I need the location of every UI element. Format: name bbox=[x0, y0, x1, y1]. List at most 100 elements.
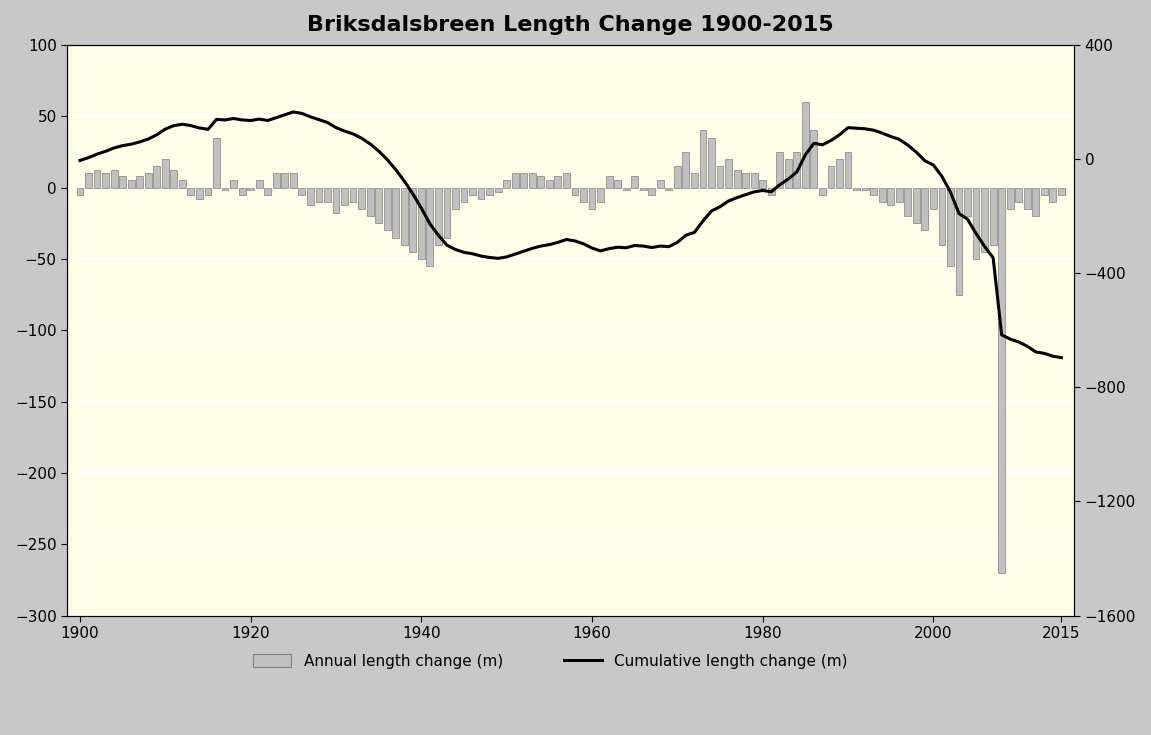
Bar bbox=[495, 187, 502, 192]
Bar bbox=[605, 176, 612, 187]
Bar bbox=[486, 187, 493, 195]
Bar bbox=[750, 173, 757, 187]
Bar bbox=[836, 159, 843, 187]
Bar bbox=[93, 171, 100, 187]
Bar bbox=[708, 137, 715, 187]
Bar bbox=[862, 187, 869, 190]
Bar bbox=[273, 173, 280, 187]
Bar bbox=[145, 173, 152, 187]
Bar bbox=[810, 131, 817, 187]
Bar bbox=[725, 159, 732, 187]
Bar bbox=[1024, 187, 1030, 209]
Bar bbox=[196, 187, 203, 199]
Bar bbox=[375, 187, 382, 223]
Bar bbox=[913, 187, 920, 223]
Bar bbox=[905, 187, 912, 216]
Bar bbox=[358, 187, 365, 209]
Bar bbox=[665, 187, 672, 190]
Bar bbox=[1050, 187, 1057, 202]
Bar bbox=[410, 187, 417, 252]
Bar bbox=[965, 187, 971, 216]
Bar bbox=[162, 159, 169, 187]
Bar bbox=[733, 171, 740, 187]
Bar bbox=[392, 187, 399, 237]
Legend: Annual length change (m), Cumulative length change (m): Annual length change (m), Cumulative len… bbox=[245, 646, 855, 676]
Bar bbox=[580, 187, 587, 202]
Bar bbox=[691, 173, 698, 187]
Bar bbox=[367, 187, 374, 216]
Bar bbox=[120, 176, 127, 187]
Bar bbox=[418, 187, 425, 259]
Bar bbox=[828, 166, 834, 187]
Bar bbox=[683, 152, 689, 187]
Bar bbox=[615, 180, 622, 187]
Bar bbox=[128, 180, 135, 187]
Bar bbox=[85, 173, 92, 187]
Bar bbox=[631, 176, 638, 187]
Bar bbox=[265, 187, 272, 195]
Bar bbox=[955, 187, 962, 295]
Bar bbox=[640, 187, 647, 190]
Bar bbox=[870, 187, 877, 195]
Bar bbox=[947, 187, 954, 266]
Bar bbox=[878, 187, 885, 202]
Bar bbox=[1058, 187, 1065, 195]
Bar bbox=[281, 173, 288, 187]
Bar bbox=[512, 173, 519, 187]
Bar bbox=[1015, 187, 1022, 202]
Bar bbox=[785, 159, 792, 187]
Bar bbox=[110, 171, 117, 187]
Bar bbox=[341, 187, 348, 204]
Bar bbox=[572, 187, 578, 195]
Bar bbox=[546, 180, 552, 187]
Bar bbox=[938, 187, 945, 245]
Bar bbox=[230, 180, 237, 187]
Bar bbox=[981, 187, 988, 252]
Title: Briksdalsbreen Length Change 1900-2015: Briksdalsbreen Length Change 1900-2015 bbox=[307, 15, 834, 35]
Bar bbox=[845, 152, 852, 187]
Bar bbox=[922, 187, 928, 230]
Bar bbox=[700, 131, 707, 187]
Bar bbox=[333, 187, 340, 213]
Bar bbox=[102, 173, 109, 187]
Bar bbox=[315, 187, 322, 202]
Bar bbox=[238, 187, 245, 195]
Bar bbox=[597, 187, 604, 202]
Bar bbox=[77, 187, 83, 195]
Bar bbox=[350, 187, 357, 202]
Bar bbox=[136, 176, 143, 187]
Bar bbox=[528, 173, 535, 187]
Bar bbox=[930, 187, 937, 209]
Bar bbox=[452, 187, 459, 209]
Bar bbox=[298, 187, 305, 195]
Bar bbox=[222, 187, 228, 190]
Bar bbox=[256, 180, 262, 187]
Bar bbox=[998, 187, 1005, 573]
Bar bbox=[777, 152, 783, 187]
Bar bbox=[760, 180, 767, 187]
Bar bbox=[478, 187, 485, 199]
Bar bbox=[1007, 187, 1014, 209]
Bar bbox=[820, 187, 826, 195]
Bar bbox=[990, 187, 997, 245]
Bar bbox=[470, 187, 477, 195]
Bar bbox=[887, 187, 894, 204]
Bar bbox=[307, 187, 314, 204]
Bar bbox=[555, 176, 562, 187]
Bar bbox=[1032, 187, 1039, 216]
Bar bbox=[657, 180, 664, 187]
Bar bbox=[290, 173, 297, 187]
Bar bbox=[768, 187, 775, 195]
Bar bbox=[717, 166, 724, 187]
Bar bbox=[401, 187, 407, 245]
Bar bbox=[563, 173, 570, 187]
Bar bbox=[188, 187, 195, 195]
Bar bbox=[802, 102, 809, 187]
Bar bbox=[503, 180, 510, 187]
Bar bbox=[325, 187, 330, 202]
Bar bbox=[443, 187, 450, 237]
Bar bbox=[435, 187, 442, 245]
Bar bbox=[520, 173, 527, 187]
Bar bbox=[427, 187, 433, 266]
Bar bbox=[247, 187, 254, 190]
